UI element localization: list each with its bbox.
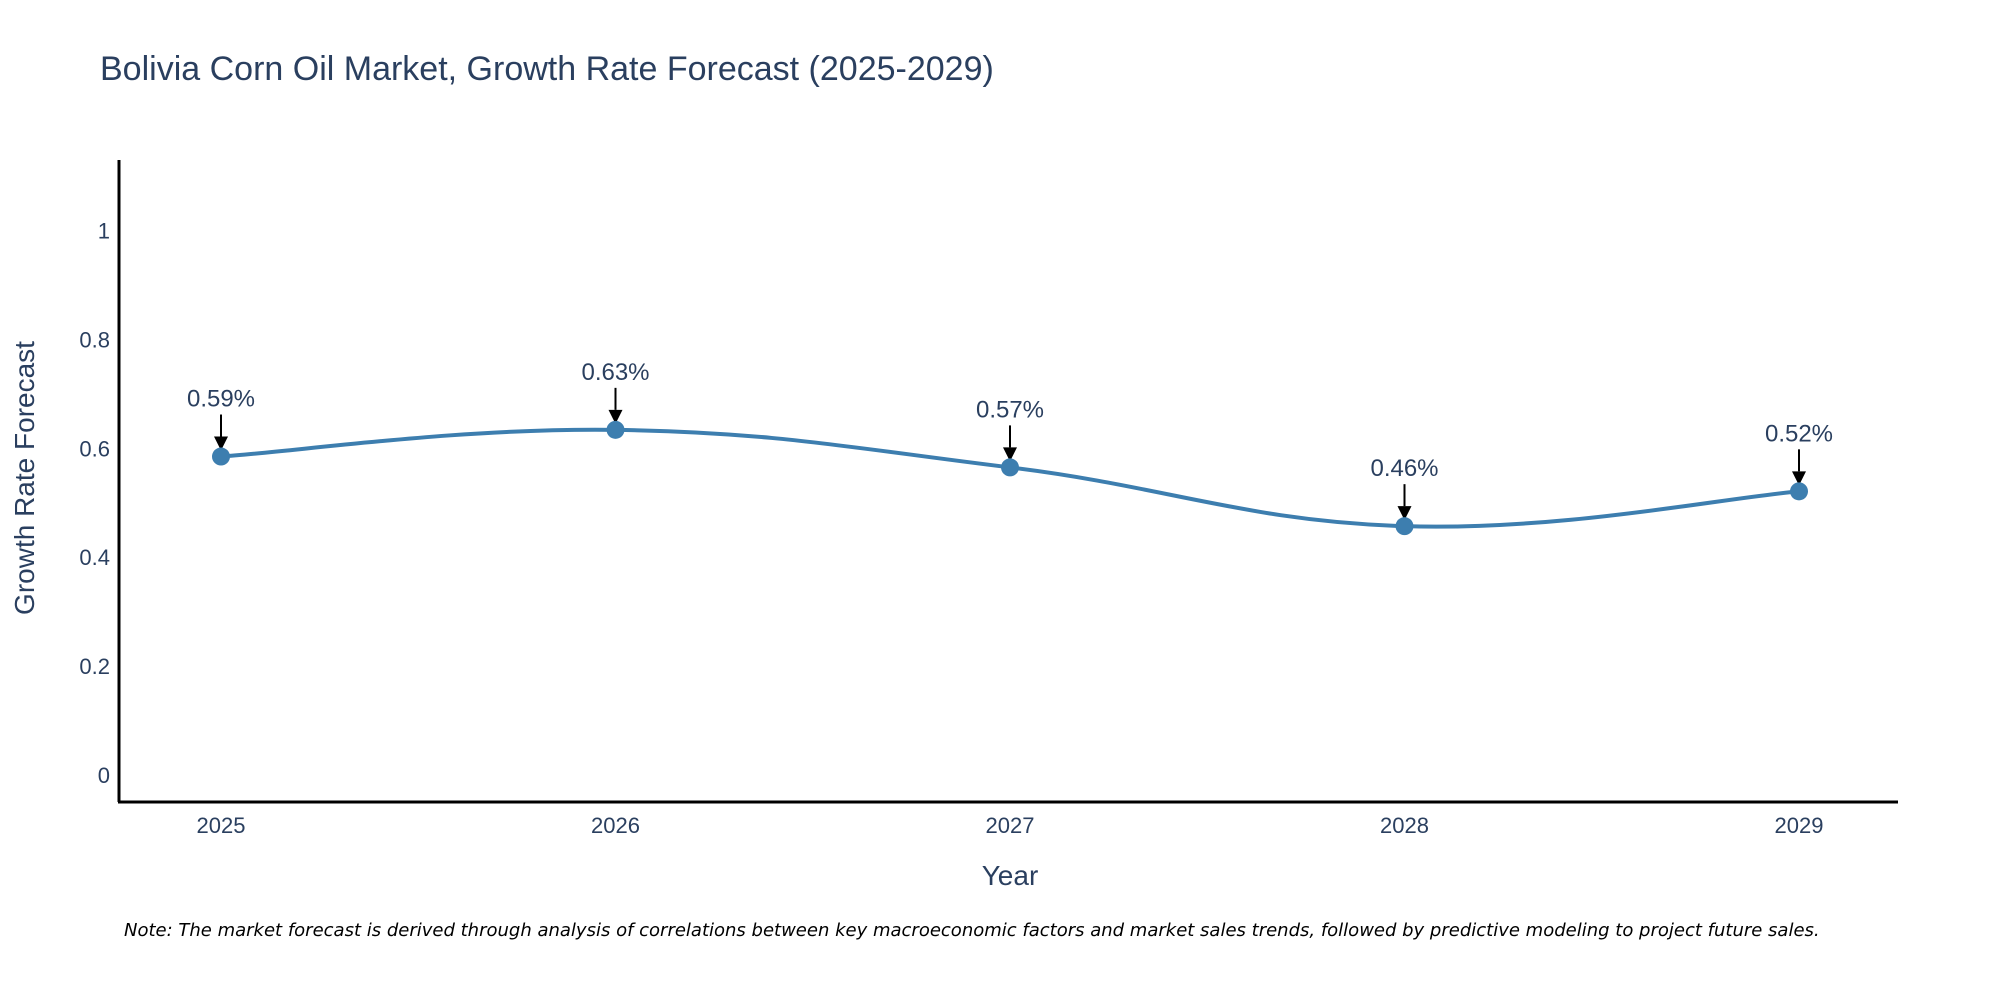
data-point	[212, 447, 230, 466]
data-label: 0.63%	[581, 359, 649, 386]
annotation-arrow-head	[1397, 506, 1412, 521]
data-label: 0.59%	[187, 386, 255, 413]
annotation-arrow-head	[214, 436, 228, 451]
y-tick-label: 0.8	[79, 328, 110, 353]
annotation-arrow-head	[1792, 471, 1806, 486]
y-tick-label: 0.6	[79, 436, 110, 461]
data-points	[212, 420, 1808, 536]
data-point	[1395, 517, 1414, 536]
y-tick-label: 0.4	[79, 545, 110, 570]
x-tick-label: 2029	[1775, 813, 1824, 838]
chart-title: Bolivia Corn Oil Market, Growth Rate For…	[100, 50, 994, 88]
y-tick-label: 1	[98, 219, 110, 244]
data-label: 0.57%	[976, 396, 1044, 423]
x-tick-label: 2028	[1380, 813, 1429, 838]
x-axis-ticks: 2025 2026 2027 2028 2029	[197, 813, 1824, 838]
data-label: 0.52%	[1765, 420, 1833, 447]
data-label: 0.46%	[1370, 455, 1438, 482]
annotation-arrow-head	[608, 409, 623, 424]
y-axis-ticks: 0 0.2 0.4 0.6 0.8 1	[79, 219, 110, 788]
data-point	[1790, 482, 1808, 501]
x-tick-label: 2026	[591, 813, 640, 838]
x-tick-label: 2025	[197, 813, 246, 838]
annotation-arrow-head	[1003, 447, 1017, 462]
y-tick-label: 0	[98, 763, 110, 788]
data-point	[1001, 458, 1019, 477]
data-point	[606, 420, 625, 439]
forecast-note: Note: The market forecast is derived thr…	[124, 920, 1820, 941]
y-axis-title: Growth Rate Forecast	[9, 341, 40, 615]
x-tick-label: 2027	[986, 813, 1035, 838]
x-axis-title: Year	[982, 860, 1039, 891]
data-annotations: 0.59% 0.63% 0.57% 0.46% 0.52%	[187, 359, 1833, 521]
y-tick-label: 0.2	[79, 654, 110, 679]
